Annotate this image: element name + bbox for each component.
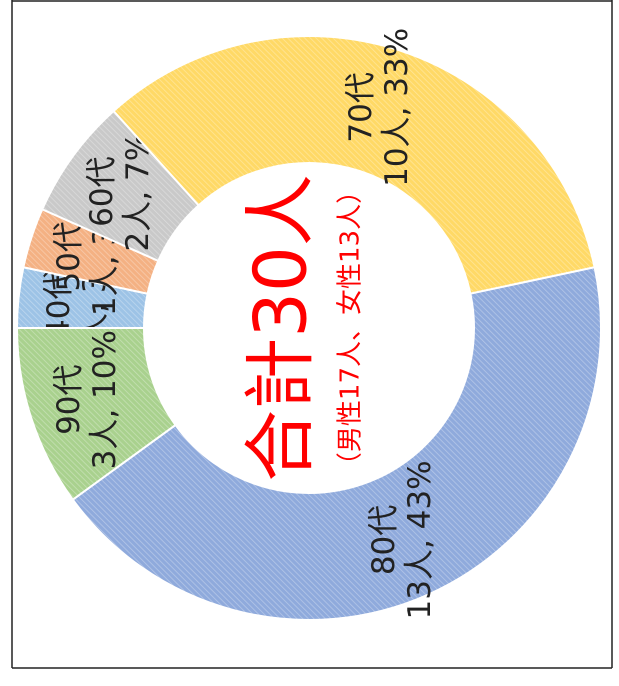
- segment-hatch: [72, 267, 601, 620]
- value-label: 3人, 10%: [87, 330, 123, 469]
- value-label: 13人, 43%: [402, 460, 438, 619]
- segment-hatch: [17, 328, 176, 500]
- category-label: 60代: [84, 156, 120, 226]
- category-label: 50代: [51, 221, 87, 291]
- category-label: 70代: [343, 72, 379, 142]
- value-label: 10人, 33%: [379, 28, 415, 187]
- segment-hatch: [17, 267, 148, 328]
- center-subtitle: （男性17人、女性13人）: [336, 178, 366, 478]
- segment-hatch: [42, 111, 199, 261]
- category-label: 80代: [366, 505, 402, 575]
- segment-hatch: [113, 36, 595, 294]
- category-label: 90代: [51, 364, 87, 434]
- frame: [11, 0, 613, 669]
- center-title: 合計30人: [239, 174, 323, 482]
- donut-group: 40代 1人, 3%50代 1人, 3%60代 2人, 7%70代 10人, 33%80…: [15, 28, 602, 621]
- segment-hatch: [23, 209, 159, 294]
